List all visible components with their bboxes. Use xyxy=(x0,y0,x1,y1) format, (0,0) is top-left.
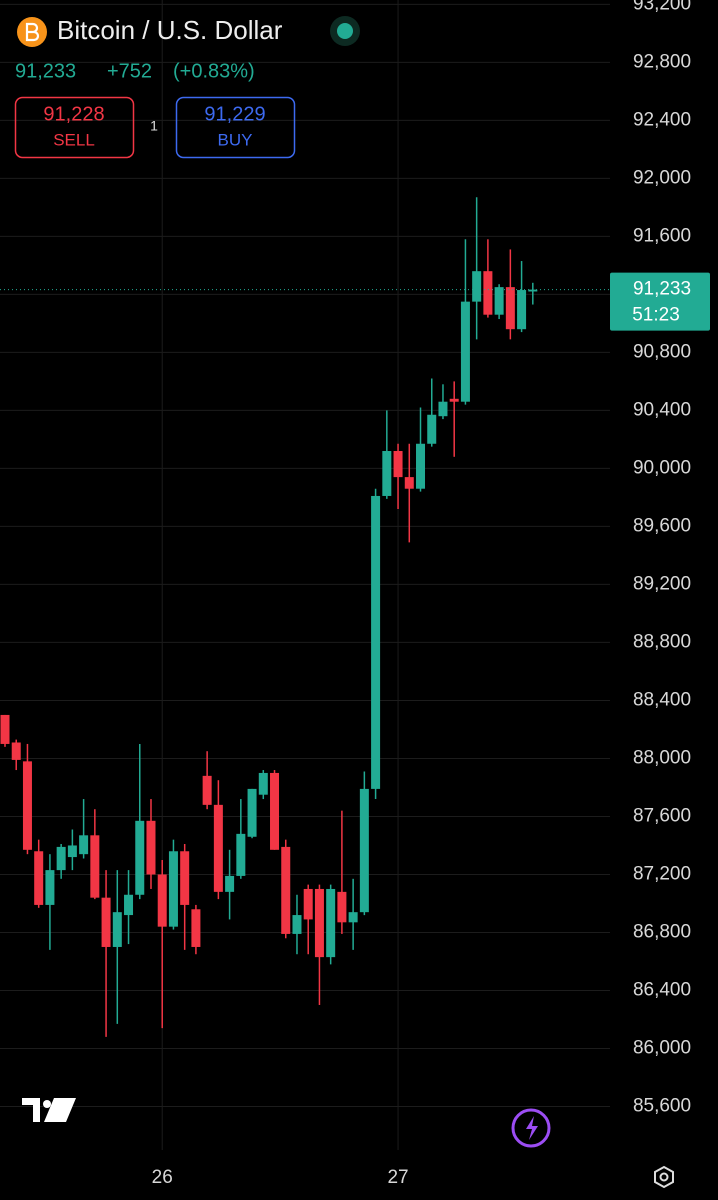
buy-price: 91,229 xyxy=(204,103,265,125)
y-tick-label: 88,000 xyxy=(633,747,691,768)
price-tag-countdown: 51:23 xyxy=(632,305,680,326)
y-tick-label: 91,600 xyxy=(633,225,691,246)
candle-body xyxy=(157,874,167,927)
candle-body xyxy=(449,398,459,402)
candle-body xyxy=(427,414,437,444)
candle-body xyxy=(371,495,381,789)
candle-body xyxy=(146,820,156,875)
y-tick-label: 86,400 xyxy=(633,979,691,1000)
candle-body xyxy=(11,742,21,760)
y-tick-label: 87,200 xyxy=(633,863,691,884)
candle-body xyxy=(393,451,403,478)
settings-icon[interactable] xyxy=(654,1165,674,1189)
candle-body xyxy=(359,788,369,913)
overlay: Bitcoin / U.S. Dollar 91,233 +752 (+0.83… xyxy=(14,15,674,1189)
candle-body xyxy=(505,287,515,330)
y-tick-label: 92,800 xyxy=(633,51,691,72)
candle-body xyxy=(348,912,358,923)
tradingview-logo xyxy=(22,1098,76,1122)
y-tick-label: 89,600 xyxy=(633,515,691,536)
candle-body xyxy=(45,870,55,905)
candle-body xyxy=(56,846,66,871)
assistant-bolt xyxy=(526,1116,538,1140)
candle-body xyxy=(281,846,291,934)
candle-body xyxy=(472,271,482,302)
candle-body xyxy=(180,851,190,905)
plot: 91,233 51:23 xyxy=(0,197,710,1037)
candle-body xyxy=(225,875,235,892)
candle-body xyxy=(382,451,392,496)
y-tick-label: 90,400 xyxy=(633,399,691,420)
x-tick-label: 26 xyxy=(152,1167,173,1188)
status-dot xyxy=(337,23,353,39)
candle-body xyxy=(438,401,448,417)
symbol-title: Bitcoin / U.S. Dollar xyxy=(57,15,283,45)
candle-body xyxy=(494,287,504,315)
price-tag xyxy=(610,272,710,331)
candle-body xyxy=(247,788,257,837)
sell-button[interactable] xyxy=(14,96,135,159)
candle-body xyxy=(213,804,223,892)
candle-body xyxy=(258,772,268,795)
candle-body xyxy=(528,289,538,292)
candle-body xyxy=(22,761,32,850)
assistant-icon[interactable] xyxy=(511,1108,551,1148)
y-tick-label: 90,000 xyxy=(633,457,691,478)
bitcoin-glyph xyxy=(25,22,40,42)
buy-button[interactable] xyxy=(175,96,296,159)
y-tick-label: 88,400 xyxy=(633,689,691,710)
candle-body xyxy=(135,820,145,895)
candle-body xyxy=(67,845,77,858)
candle-body xyxy=(326,888,336,958)
change: +752 xyxy=(107,60,152,82)
price-tag-value: 91,233 xyxy=(633,279,691,300)
y-tick-label: 86,000 xyxy=(633,1038,691,1059)
tradingview-logo-dot xyxy=(43,1100,51,1108)
candle-body xyxy=(90,835,100,898)
candle-body xyxy=(314,888,324,958)
candle-body xyxy=(124,894,134,916)
buy-label: BUY xyxy=(218,130,253,149)
sell-label: SELL xyxy=(53,130,95,149)
candle-body xyxy=(337,891,347,923)
y-tick-label: 92,400 xyxy=(633,109,691,130)
candle-body xyxy=(303,888,313,920)
candle-body xyxy=(0,714,10,744)
candle-body xyxy=(292,915,302,934)
candle-body xyxy=(460,301,470,402)
settings-icon-center xyxy=(659,1172,669,1182)
spread: 1 xyxy=(150,118,158,134)
y-tick-label: 92,000 xyxy=(633,167,691,188)
candle-body xyxy=(236,833,246,876)
change-pct: (+0.83%) xyxy=(173,60,255,82)
y-tick-label: 93,200 xyxy=(633,0,691,14)
candle-body xyxy=(517,290,527,330)
candle-body xyxy=(79,835,89,855)
candle-body xyxy=(202,775,212,805)
y-tick-label: 85,600 xyxy=(633,1096,691,1117)
y-tick-label: 88,800 xyxy=(633,631,691,652)
last-price: 91,233 xyxy=(15,60,76,82)
candle-body xyxy=(191,909,201,947)
y-tick-label: 86,800 xyxy=(633,921,691,942)
candle-body xyxy=(416,443,426,489)
y-tick-label: 87,600 xyxy=(633,805,691,826)
y-tick-label: 90,800 xyxy=(633,341,691,362)
sell-price: 91,228 xyxy=(43,103,104,125)
candle-body xyxy=(168,851,178,927)
candle-body xyxy=(270,772,280,850)
x-tick-label: 27 xyxy=(387,1167,408,1188)
candle-body xyxy=(404,477,414,489)
candle-body xyxy=(112,912,122,947)
candle-body xyxy=(34,851,44,905)
candle-body xyxy=(101,897,111,947)
y-tick-label: 89,200 xyxy=(633,573,691,594)
candle-body xyxy=(483,271,493,315)
